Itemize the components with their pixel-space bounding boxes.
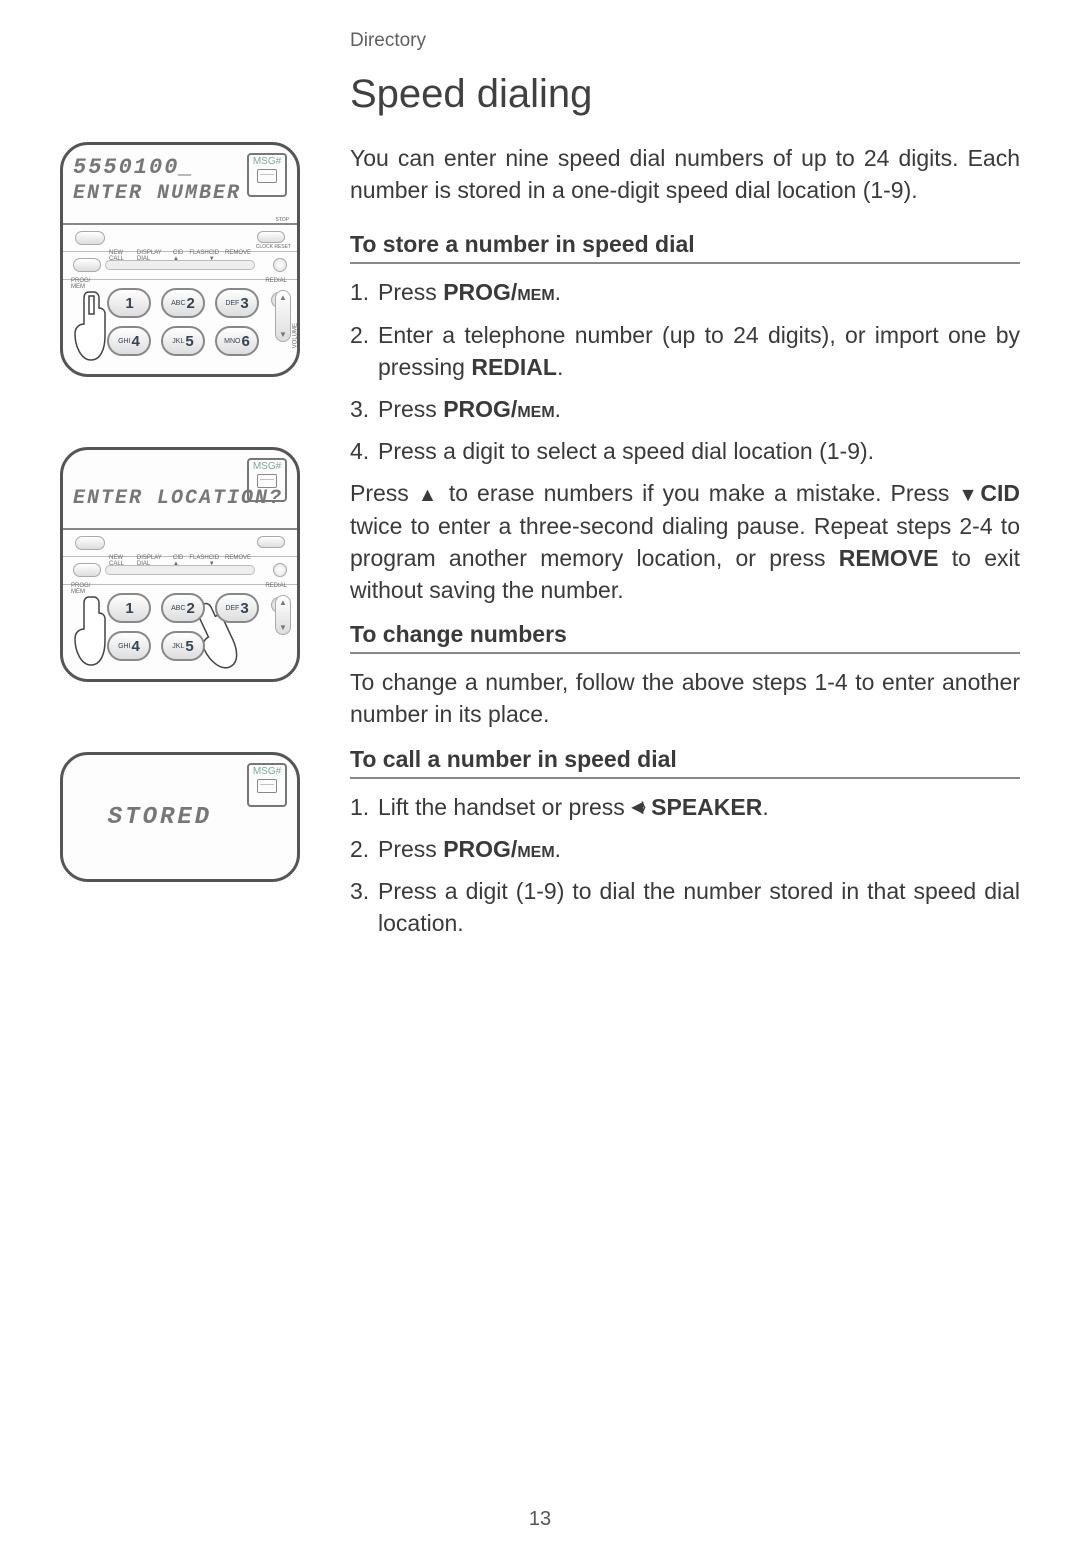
key-2: ABC2 <box>161 288 205 318</box>
list-item: Press PROG/mem. <box>350 276 1020 308</box>
key-3: DEF3 <box>215 593 259 623</box>
list-item: Press a digit (1-9) to dial the number s… <box>350 875 1020 939</box>
pointing-hand-icon <box>69 589 109 669</box>
button-strip-top <box>63 528 297 556</box>
speaker-icon <box>631 801 651 817</box>
phone-illustration-enter-number: MSG# 5550100_ ENTER NUMBER STOP NEW CALL… <box>60 142 300 377</box>
list-item: Press a digit to select a speed dial loc… <box>350 435 1020 467</box>
illustration-column: MSG# 5550100_ ENTER NUMBER STOP NEW CALL… <box>60 72 310 949</box>
intro-paragraph: You can enter nine speed dial numbers of… <box>350 142 1020 206</box>
key-5: JKL5 <box>161 326 205 356</box>
button-strip-mid: NEW CALL DISPLAY DIAL CID ▲ FLASH CID ▼ … <box>63 251 297 279</box>
page-number: 13 <box>0 1508 1080 1531</box>
page-title: Speed dialing <box>350 72 1020 117</box>
section-heading-change: To change numbers <box>350 621 1020 654</box>
phone-illustration-enter-location: MSG# ENTER LOCATION? NEW CALL DISPLAY DI… <box>60 447 300 682</box>
key-1: 1 <box>107 593 151 623</box>
change-paragraph: To change a number, follow the above ste… <box>350 666 1020 730</box>
msg-indicator: MSG# <box>247 153 287 197</box>
section-heading-store: To store a number in speed dial <box>350 231 1020 264</box>
store-note: Press to erase numbers if you make a mis… <box>350 477 1020 606</box>
pointing-hand-icon <box>69 284 109 364</box>
phone-illustration-stored: MSG# STORED <box>60 752 300 882</box>
keypad: PROG/ MEM REDIAL 1 ABC2 DEF3 <box>63 584 297 679</box>
button-strip-mid: NEW CALL DISPLAY DIAL CID ▲ FLASH CID ▼ … <box>63 556 297 584</box>
down-arrow-icon <box>958 480 980 506</box>
key-3: DEF3 <box>215 288 259 318</box>
category-label: Directory <box>350 30 1020 52</box>
list-item: Press PROG/mem. <box>350 833 1020 865</box>
store-steps-list: Press PROG/mem. Enter a telephone number… <box>350 276 1020 467</box>
key-5: JKL5 <box>161 631 205 661</box>
msg-indicator: MSG# <box>247 763 287 807</box>
key-2: ABC2 <box>161 593 205 623</box>
key-1: 1 <box>107 288 151 318</box>
list-item: Lift the handset or press SPEAKER. <box>350 791 1020 823</box>
up-arrow-icon <box>418 480 440 506</box>
msg-indicator: MSG# <box>247 458 287 502</box>
key-4: GHI4 <box>107 326 151 356</box>
section-heading-call: To call a number in speed dial <box>350 746 1020 779</box>
lcd-stored-text: STORED <box>73 804 287 831</box>
keypad: PROG/ MEM REDIAL 1 ABC2 DEF3 GHI4 JKL5 <box>63 279 297 374</box>
list-item: Press PROG/mem. <box>350 393 1020 425</box>
content-column: Speed dialing You can enter nine speed d… <box>350 72 1020 949</box>
key-6: MNO6 <box>215 326 259 356</box>
call-steps-list: Lift the handset or press SPEAKER. Press… <box>350 791 1020 940</box>
key-4: GHI4 <box>107 631 151 661</box>
list-item: Enter a telephone number (up to 24 digit… <box>350 319 1020 383</box>
